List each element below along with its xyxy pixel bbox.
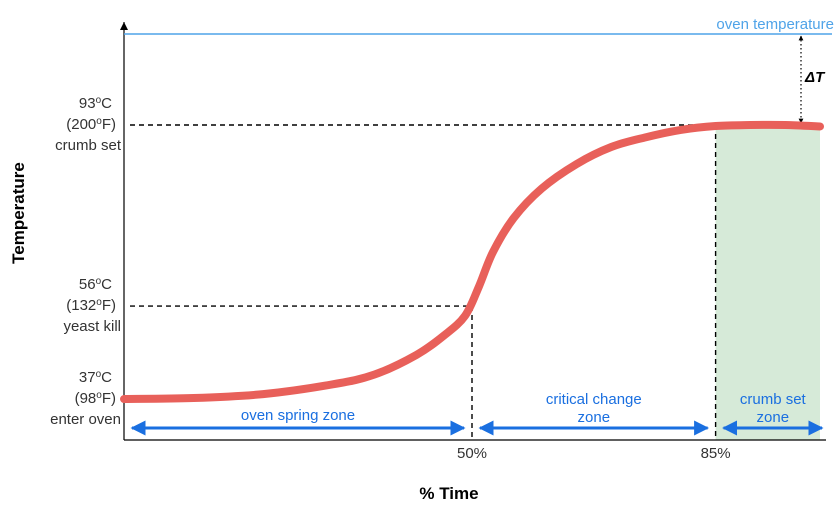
delta-t-label: ΔT <box>804 69 826 86</box>
x-tick-label-1: 85% <box>701 445 731 462</box>
y-marker-0-fahrenheit: (98oF) <box>75 390 116 407</box>
y-marker-1-label: yeast kill <box>63 318 121 335</box>
y-marker-2-fahrenheit: (200oF) <box>66 116 116 133</box>
y-marker-0-label: enter oven <box>50 411 121 428</box>
y-marker-1-celsius: 56oC <box>79 276 112 293</box>
zone-label-2-line-1: critical change <box>546 391 642 408</box>
y-axis-title: Temperature <box>9 162 28 264</box>
temperature-curve <box>120 120 824 403</box>
y-marker-1-fahrenheit: (132oF) <box>66 297 116 314</box>
oven-temperature-label: oven temperature <box>716 16 834 33</box>
y-marker-0-celsius: 37oC <box>79 369 112 386</box>
y-marker-2-celsius: 93oC <box>79 95 112 112</box>
zone-label-1-line-1: oven spring zone <box>241 407 355 424</box>
x-tick-label-0: 50% <box>457 445 487 462</box>
zone-label-3-line-2: zone <box>757 409 790 426</box>
y-marker-2-label: crumb set <box>55 137 122 154</box>
y-axis-arrow-icon <box>120 22 128 30</box>
x-axis-title: % Time <box>419 484 478 503</box>
zone-label-3-line-1: crumb set <box>740 391 807 408</box>
crumb-set-zone-fill <box>715 127 820 440</box>
zone-label-2-line-2: zone <box>578 409 611 426</box>
